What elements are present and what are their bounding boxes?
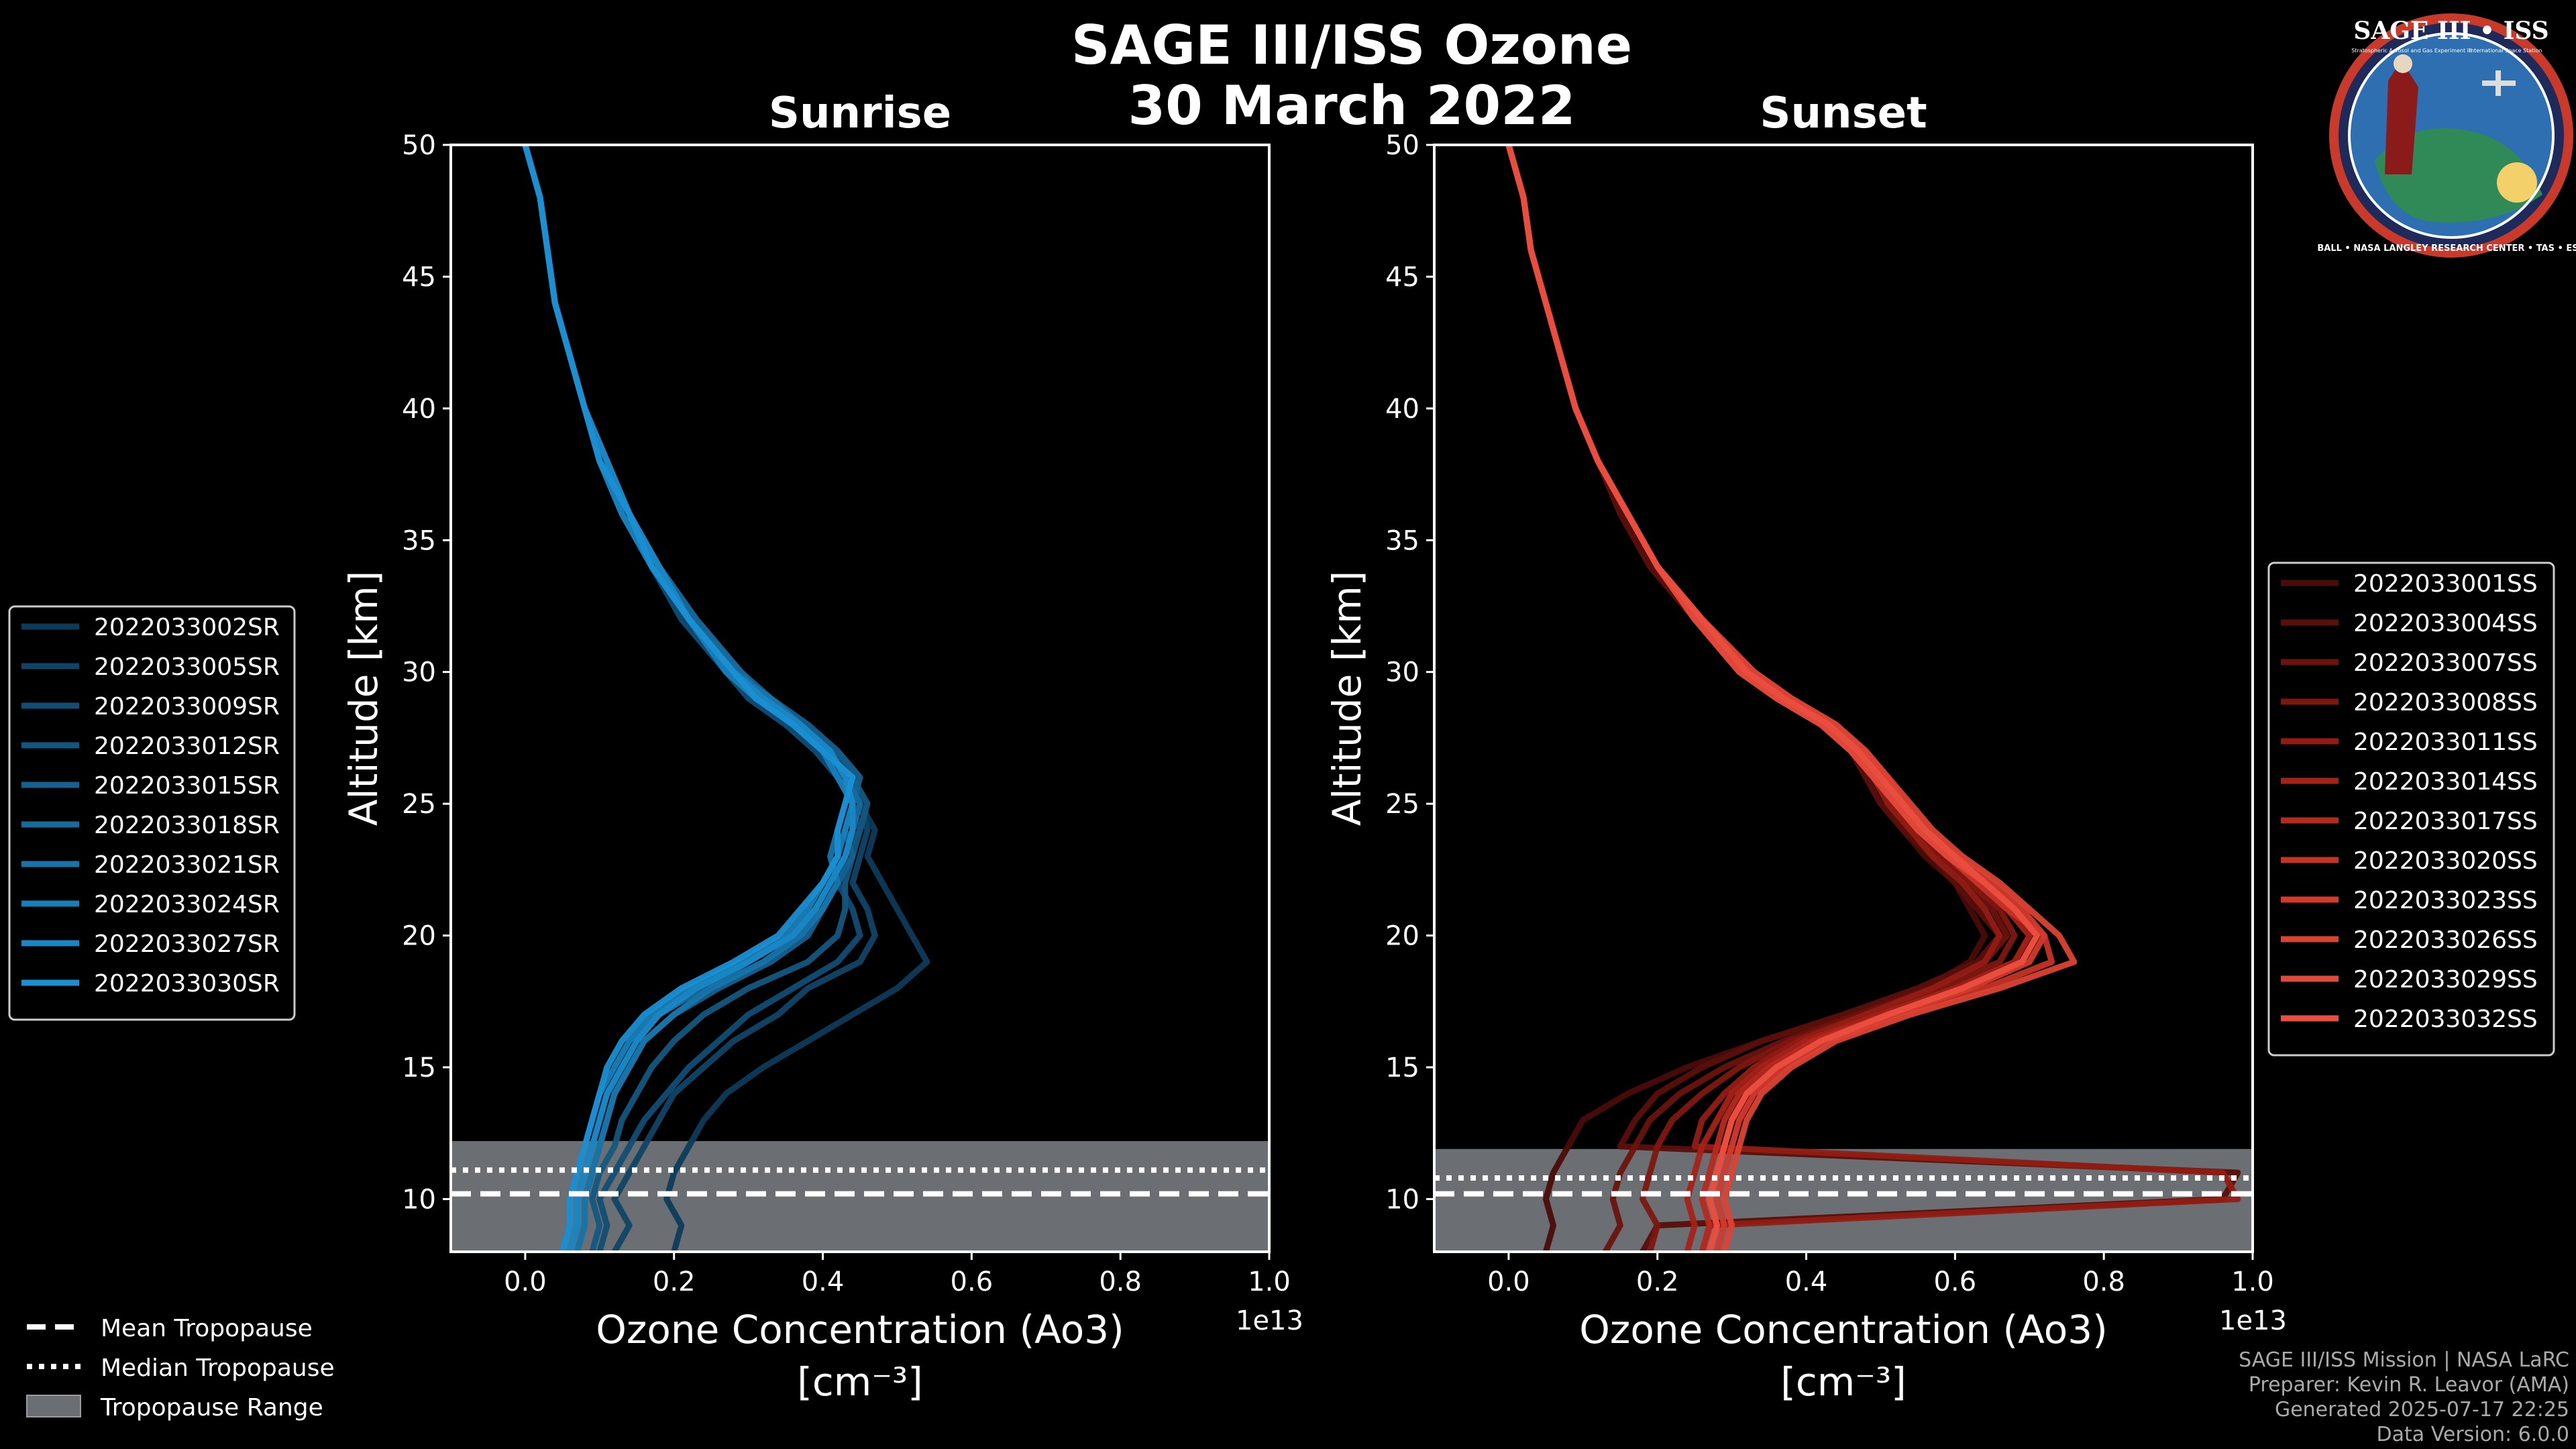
sunset-ytick-label: 25 [1385,789,1419,820]
sunset-ytick-label: 35 [1385,525,1419,556]
sunset-panel: 0.0 0.2 0.4 0.6 0.8 1.0 10 15 20 25 30 35 40 45 50 Suns… [1324,89,2555,1405]
sunset-xtick-label: 0.6 [1934,1267,1977,1297]
sunset-xtick-label: 0.2 [1636,1267,1679,1297]
sunset-legend-label: 2022033001SS [2353,570,2538,598]
sunset-x-axis-label: Ozone Concentration (Ao3) [1579,1307,2108,1352]
sunrise-axes-frame [449,144,1271,1253]
footer-preparer: Preparer: Kevin R. Leavor (AMA) [2249,1373,2569,1397]
sunrise-xtick-label: 0.0 [504,1267,547,1297]
sunset-x-axis-unit: [cm⁻³] [1780,1359,1907,1405]
mean-tropopause-legend-label: Mean Tropopause [101,1315,313,1342]
sunrise-legend-label: 2022033002SR [94,614,280,641]
sunset-ytick-label: 40 [1385,394,1419,425]
sunset-xtick-label: 0.8 [2082,1267,2125,1297]
sunrise-legend-label: 2022033030SR [94,970,280,998]
footer-data-version: Data Version: 6.0.0 [2377,1423,2569,1446]
sunrise-xtick-label: 0.8 [1099,1267,1142,1297]
sunrise-ytick-label: 30 [402,657,436,688]
sunset-legend-label: 2022033026SS [2353,926,2538,954]
sunset-legend-label: 2022033020SS [2353,847,2538,875]
sunrise-profile-2022033030SR [522,145,856,1252]
sunset-panel-title: Sunset [1760,89,1927,138]
sunset-ytick-label: 15 [1385,1053,1419,1083]
sunset-xtick-label: 1.0 [2231,1267,2274,1297]
sunset-legend-label: 2022033014SS [2353,768,2538,796]
logo-inner-border [2348,32,2555,239]
sunrise-legend-label: 2022033018SR [94,812,280,839]
sunrise-ytick-label: 40 [402,394,436,425]
sunrise-x-axis-label: Ozone Concentration (Ao3) [596,1307,1124,1352]
sunrise-x-scale-label: 1e13 [1236,1305,1303,1336]
sunset-legend-label: 2022033017SS [2353,808,2538,835]
sunset-x-scale-label: 1e13 [2219,1305,2287,1336]
sunrise-legend-label: 2022033021SR [94,851,280,879]
sunrise-series-legend: 2022033002SR 2022033005SR 2022033009SR 2022… [8,605,296,1021]
sunrise-panel-title: Sunrise [769,89,951,138]
logo-subtitle-left: Stratospheric Aerosol and Gas Experiment… [2351,48,2471,54]
sunrise-legend-box [8,605,296,1021]
sunrise-ytick-label: 10 [402,1184,436,1215]
sunset-y-axis-label: Altitude [km] [1324,571,1370,826]
sunset-legend-label: 2022033008SS [2353,689,2538,716]
median-tropopause-legend-label: Median Tropopause [101,1354,335,1382]
sunset-ytick-label: 10 [1385,1184,1419,1215]
sunset-ytick-label: 20 [1385,921,1419,952]
sunrise-x-axis-unit: [cm⁻³] [797,1359,923,1405]
sunset-legend-label: 2022033011SS [2353,729,2538,756]
sunset-legend-label: 2022033007SS [2353,649,2538,677]
sunrise-legend-label: 2022033015SR [94,772,280,800]
sunrise-legend-label: 2022033024SR [94,891,280,918]
logo-subtitle-right: International Space Station [2469,48,2542,54]
sunset-ytick-label: 30 [1385,657,1419,688]
sunrise-legend-label: 2022033027SR [94,930,280,958]
sunset-legend-label: 2022033032SS [2353,1006,2538,1033]
sunrise-ytick-label: 35 [402,525,436,556]
figure-title: SAGE III/ISS Ozone [1071,14,1632,76]
sunrise-legend-label: 2022033005SR [94,653,280,681]
sunrise-legend-label: 2022033012SR [94,733,280,760]
figure-date: 30 March 2022 [1128,74,1575,137]
footer: SAGE III/ISS Mission | NASA LaRC Prepare… [2239,1348,2569,1446]
sunset-xtick-label: 0.0 [1487,1267,1530,1297]
tropopause-range-legend-swatch [26,1395,81,1417]
sunset-legend-label: 2022033004SS [2353,610,2538,637]
sunrise-xtick-label: 0.6 [951,1267,994,1297]
sunset-plot-area [1434,145,2253,1252]
sunset-xtick-label: 0.4 [1785,1267,1828,1297]
sunset-legend-label: 2022033023SS [2353,887,2538,914]
footer-generated: Generated 2025-07-17 22:25 [2275,1398,2569,1421]
logo-figure-head-icon [2394,54,2412,73]
sunrise-xtick-label: 1.0 [1248,1267,1291,1297]
sunrise-xtick-label: 0.4 [802,1267,845,1297]
sunset-axes-frame [1433,144,2254,1253]
sunrise-ytick-label: 50 [402,130,436,161]
sunset-series-legend: 2022033001SS 2022033004SS 2022033007SS 2022… [2267,561,2555,1057]
footer-mission: SAGE III/ISS Mission | NASA LaRC [2239,1348,2569,1372]
sunset-ytick-label: 50 [1385,130,1419,161]
tropopause-range-legend-label: Tropopause Range [100,1394,323,1421]
logo-iss-mast-icon [2496,70,2501,96]
sunset-legend-label: 2022033029SS [2353,966,2538,994]
sage-iii-iss-logo: SAGE III • ISS Stratospheric Aerosol and… [2317,13,2576,258]
sunset-ytick-label: 45 [1385,262,1419,292]
logo-sun-icon [2497,162,2537,203]
logo-earth [2375,128,2542,223]
sunrise-ytick-label: 25 [402,789,436,820]
sunrise-y-axis-label: Altitude [km] [341,571,386,826]
sunset-legend-box [2267,561,2555,1057]
sunrise-ytick-label: 20 [402,921,436,952]
logo-ring-text: BALL • NASA LANGLEY RESEARCH CENTER • TA… [2317,244,2576,254]
sunrise-xtick-label: 0.2 [653,1267,696,1297]
sunrise-plot-area [451,145,1269,1252]
sunrise-ytick-label: 15 [402,1053,436,1083]
sunrise-ytick-label: 45 [402,262,436,292]
logo-figure-icon [2385,60,2418,174]
sunrise-panel: 0.0 0.2 0.4 0.6 0.8 1.0 10 15 20 25 30 35 40 45 50 Sunr… [8,89,1303,1405]
tropopause-legend: Mean Tropopause Median Tropopause Tropop… [26,1315,335,1421]
logo-title: SAGE III • ISS [2353,17,2548,45]
sunrise-legend-label: 2022033009SR [94,693,280,720]
sunset-profile-2022033032SS [1505,145,2040,1252]
